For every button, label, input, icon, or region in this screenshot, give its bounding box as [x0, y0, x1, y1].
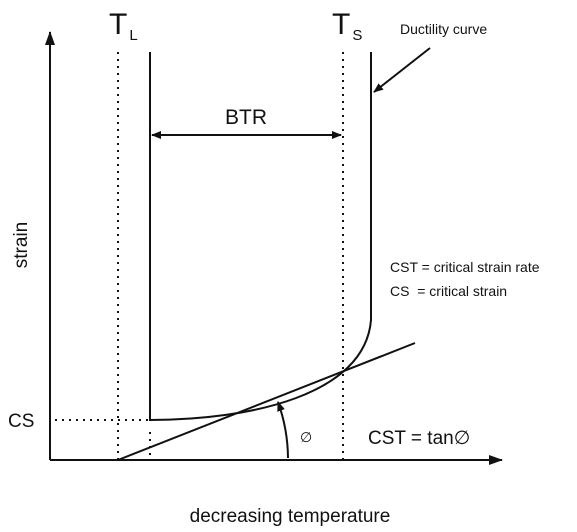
subscript: S [352, 27, 362, 44]
axes [45, 31, 503, 465]
legend-entry: CS = critical strain [390, 283, 507, 299]
subscript: L [129, 27, 137, 44]
angle-label: ∅ [300, 429, 312, 445]
symbol: T [332, 8, 350, 41]
legend-entry: CST = critical strain rate [390, 259, 540, 275]
curve-label: Ductility curve [400, 21, 487, 37]
cs-label: CS [8, 411, 34, 432]
btr-label: BTR [225, 106, 267, 129]
angle-arc [277, 401, 289, 459]
curve-pointer [373, 47, 431, 93]
ductility-curve [149, 52, 372, 422]
x-axis-label: decreasing temperature [190, 506, 391, 527]
y-axis-label: strain [11, 222, 32, 268]
symbol: T [109, 8, 127, 41]
tangent-line [117, 342, 416, 461]
formula: CST = tan∅ [368, 428, 470, 449]
